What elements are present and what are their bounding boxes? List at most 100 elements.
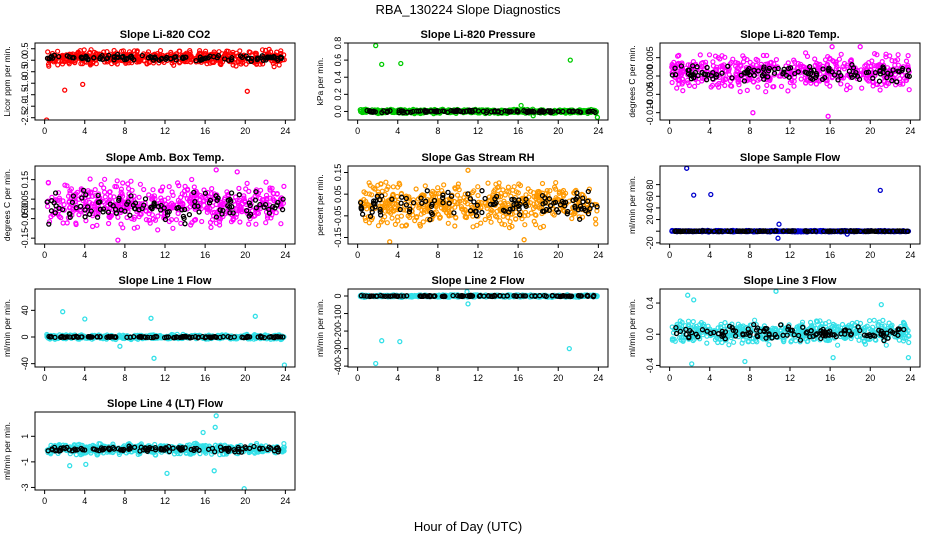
- data-points: [669, 166, 912, 241]
- data-point: [546, 207, 552, 213]
- data-point: [534, 200, 540, 206]
- figure-title: RBA_130224 Slope Diagnostics: [375, 2, 561, 17]
- data-point: [440, 192, 446, 198]
- data-point: [895, 228, 901, 234]
- data-point: [168, 217, 175, 223]
- data-point: [789, 77, 795, 84]
- data-point: [131, 48, 137, 54]
- data-point: [509, 196, 515, 203]
- data-point: [236, 192, 242, 198]
- data-point: [378, 181, 384, 187]
- data-point: [751, 79, 757, 85]
- data-point: [895, 52, 901, 58]
- data-point: [676, 52, 682, 59]
- data-point: [418, 193, 425, 199]
- x-tick-label: 8: [435, 126, 440, 136]
- data-point: [802, 50, 809, 56]
- data-point: [894, 79, 900, 85]
- data-point: [556, 190, 562, 196]
- data-point: [844, 228, 850, 234]
- data-point: [182, 183, 188, 189]
- data-point: [150, 187, 156, 193]
- data-point: [281, 183, 287, 189]
- data-point: [82, 207, 88, 213]
- y-tick-label: -0.05: [333, 206, 343, 227]
- data-point: [97, 56, 103, 62]
- data-point: [102, 194, 108, 200]
- data-point: [88, 189, 94, 195]
- outlier-point: [80, 81, 86, 88]
- data-point: [191, 189, 197, 196]
- data-point: [906, 87, 912, 93]
- x-tick-label: 4: [707, 250, 712, 260]
- data-point: [507, 206, 513, 212]
- data-point: [264, 215, 271, 221]
- data-point: [131, 214, 138, 220]
- x-tick-label: 12: [160, 126, 170, 136]
- data-point: [709, 82, 716, 89]
- x-tick-label: 8: [435, 250, 440, 260]
- data-point: [744, 87, 750, 94]
- data-point: [475, 192, 481, 199]
- data-point: [888, 71, 894, 77]
- x-tick-label: 16: [513, 250, 523, 260]
- data-point: [207, 197, 214, 204]
- data-point: [526, 108, 532, 114]
- data-point: [85, 204, 91, 210]
- data-point: [46, 63, 52, 69]
- data-point: [459, 206, 465, 212]
- data-point: [131, 205, 138, 212]
- data-point: [492, 201, 498, 207]
- data-point: [882, 228, 888, 234]
- data-point: [139, 52, 145, 59]
- data-point: [434, 108, 440, 114]
- data-point: [889, 78, 895, 84]
- data-point: [222, 195, 228, 201]
- data-point: [475, 108, 482, 114]
- data-point: [560, 187, 567, 194]
- data-point: [357, 199, 364, 206]
- data-point: [77, 208, 84, 214]
- data-point: [136, 207, 142, 213]
- data-point: [406, 209, 413, 215]
- data-point: [263, 57, 269, 63]
- data-point: [826, 65, 832, 71]
- data-point: [233, 214, 239, 220]
- y-tick-label: 0.00: [20, 200, 30, 218]
- data-point: [680, 228, 687, 234]
- data-point: [530, 205, 537, 212]
- data-point: [182, 221, 188, 227]
- data-point: [557, 202, 564, 208]
- y-tick-label: -0.05: [20, 208, 30, 229]
- data-point: [885, 70, 891, 76]
- data-point: [864, 77, 871, 83]
- data-point: [455, 199, 461, 205]
- data-point: [203, 334, 209, 340]
- data-point: [489, 197, 495, 203]
- data-point: [154, 50, 161, 57]
- data-point: [778, 83, 785, 90]
- x-tick-label: 20: [240, 126, 250, 136]
- data-point: [399, 223, 405, 229]
- data-point: [377, 206, 383, 213]
- data-point: [771, 66, 778, 72]
- data-point: [94, 334, 100, 340]
- data-point: [64, 220, 70, 226]
- y-axis-label: ml/min per min.: [627, 176, 637, 234]
- data-point: [179, 55, 185, 61]
- data-point: [152, 55, 159, 62]
- outlier-point: [117, 343, 123, 349]
- y-tick-label: 0.8: [333, 37, 343, 50]
- data-point: [270, 190, 276, 196]
- x-tick-label: 16: [200, 250, 210, 260]
- data-point: [136, 214, 142, 220]
- data-point: [437, 214, 443, 220]
- data-point: [192, 198, 198, 205]
- data-point: [141, 202, 147, 208]
- data-point: [88, 47, 94, 53]
- data-point: [418, 195, 424, 201]
- data-point: [870, 78, 876, 84]
- data-point: [424, 188, 430, 194]
